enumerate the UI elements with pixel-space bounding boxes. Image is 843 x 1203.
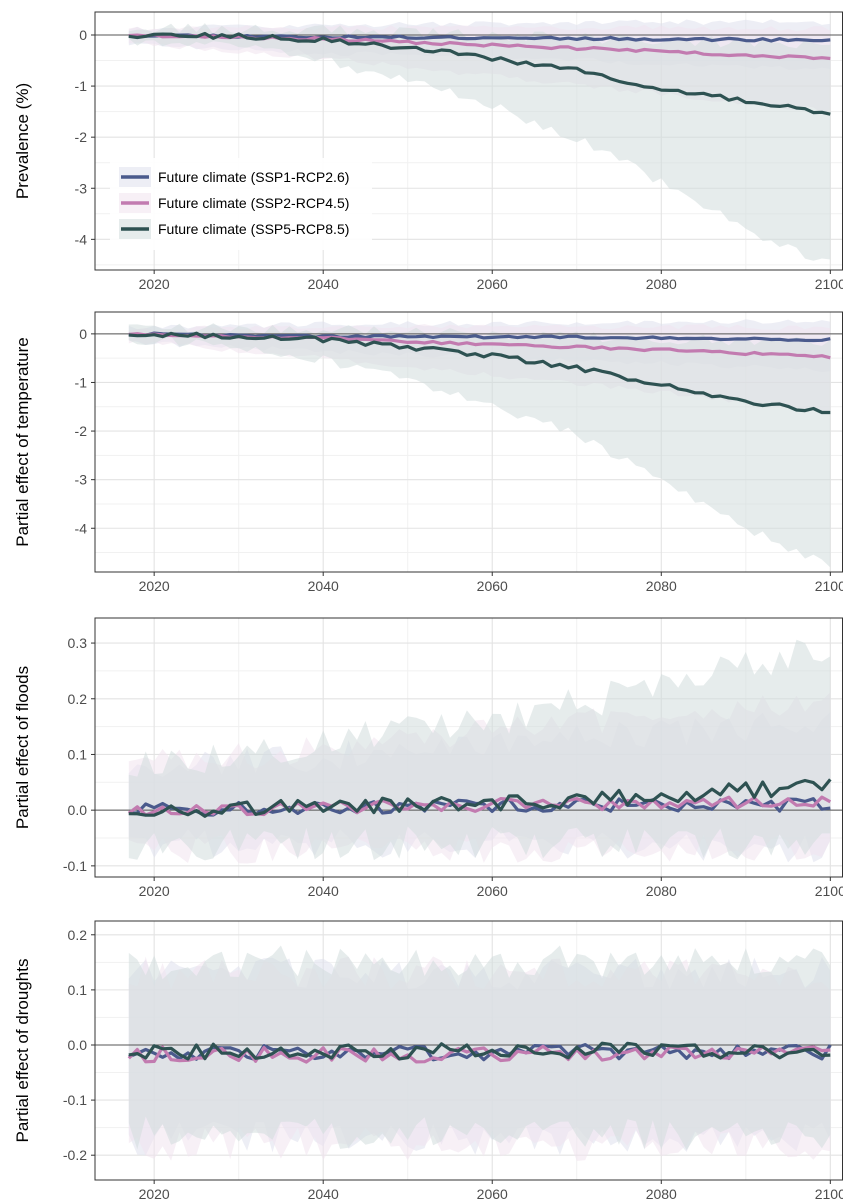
y-axis-title: Partial effect of droughts bbox=[13, 959, 32, 1143]
panel-4: 0.2 0.1 0.0 -0.1 -0.2 2020 2040 2060 2080 2100 Par… bbox=[13, 920, 843, 1202]
y-axis-title: Prevalence (%) bbox=[13, 83, 32, 199]
x-tick-label: 2080 bbox=[646, 276, 677, 292]
y-tick-label: -3 bbox=[75, 472, 88, 488]
legend: Future climate (SSP1-RCP2.6) Future clima… bbox=[110, 158, 372, 250]
y-axis-title: Partial effect of temperature bbox=[13, 337, 32, 546]
x-tick-label: 2080 bbox=[646, 1186, 677, 1202]
y-tick-label: -0.2 bbox=[63, 1147, 87, 1163]
y-tick-label: -4 bbox=[75, 520, 88, 536]
y-tick-label: -3 bbox=[75, 180, 88, 196]
y-tick-label: 0 bbox=[79, 27, 87, 43]
series-line-ssp5 bbox=[128, 1041, 831, 1061]
series-line-ssp5 bbox=[128, 31, 831, 116]
x-tick-label: 2060 bbox=[477, 276, 508, 292]
uncertainty-ribbon-ssp5 bbox=[128, 23, 831, 261]
legend-entry-label: Future climate (SSP2-RCP4.5) bbox=[158, 195, 349, 211]
y-tick-label: -0.1 bbox=[63, 1092, 87, 1108]
legend-background bbox=[110, 158, 372, 250]
series-line-ssp2 bbox=[127, 795, 832, 817]
y-tick-label: 0.3 bbox=[68, 635, 88, 651]
y-tick-label: -2 bbox=[75, 423, 88, 439]
x-tick-label: 2040 bbox=[308, 578, 339, 594]
x-tick-label: 2040 bbox=[308, 883, 339, 899]
y-tick-label: 0.0 bbox=[68, 802, 88, 818]
panel-2: 0 -1 -2 -3 -4 2020 2040 2060 2080 2100 Partial eff… bbox=[13, 311, 843, 594]
series-line-ssp5 bbox=[128, 331, 831, 415]
y-tick-label: -1 bbox=[75, 374, 88, 390]
x-tick-label: 2020 bbox=[139, 578, 170, 594]
series-line-ssp1 bbox=[128, 331, 831, 343]
panel-3: 0.3 0.2 0.1 0.0 -0.1 2020 2040 2060 2080 2100 Part… bbox=[13, 617, 843, 899]
x-tick-label: 2020 bbox=[139, 276, 170, 292]
y-tick-label: -0.1 bbox=[63, 858, 87, 874]
legend-entry-label: Future climate (SSP1-RCP2.6) bbox=[158, 169, 349, 185]
y-tick-label: -4 bbox=[75, 231, 88, 247]
x-tick-label: 2060 bbox=[477, 578, 508, 594]
y-tick-label: 0.1 bbox=[68, 982, 88, 998]
y-tick-label: 0 bbox=[79, 326, 87, 342]
y-tick-label: 0.2 bbox=[68, 691, 88, 707]
x-tick-label: 2100 bbox=[815, 883, 843, 899]
x-tick-label: 2020 bbox=[139, 1186, 170, 1202]
y-tick-label: 0.2 bbox=[68, 927, 88, 943]
y-axis-title: Partial effect of floods bbox=[13, 666, 32, 829]
x-tick-label: 2040 bbox=[308, 1186, 339, 1202]
x-tick-label: 2040 bbox=[308, 276, 339, 292]
x-tick-label: 2100 bbox=[815, 578, 843, 594]
legend-entry-label: Future climate (SSP5-RCP8.5) bbox=[158, 221, 349, 237]
x-tick-label: 2020 bbox=[139, 883, 170, 899]
x-tick-label: 2080 bbox=[646, 883, 677, 899]
series-line-ssp5 bbox=[128, 778, 832, 818]
x-tick-label: 2060 bbox=[477, 883, 508, 899]
x-tick-label: 2100 bbox=[815, 1186, 843, 1202]
x-tick-label: 2080 bbox=[646, 578, 677, 594]
y-tick-label: 0.0 bbox=[68, 1037, 88, 1053]
y-tick-label: -2 bbox=[75, 129, 88, 145]
y-tick-label: 0.1 bbox=[68, 746, 88, 762]
x-tick-label: 2100 bbox=[815, 276, 843, 292]
panel-1: 0 -1 -2 -3 -4 2020 2040 2060 2080 2100 Prevalence … bbox=[13, 11, 843, 292]
y-tick-label: -1 bbox=[75, 78, 88, 94]
x-tick-label: 2060 bbox=[477, 1186, 508, 1202]
